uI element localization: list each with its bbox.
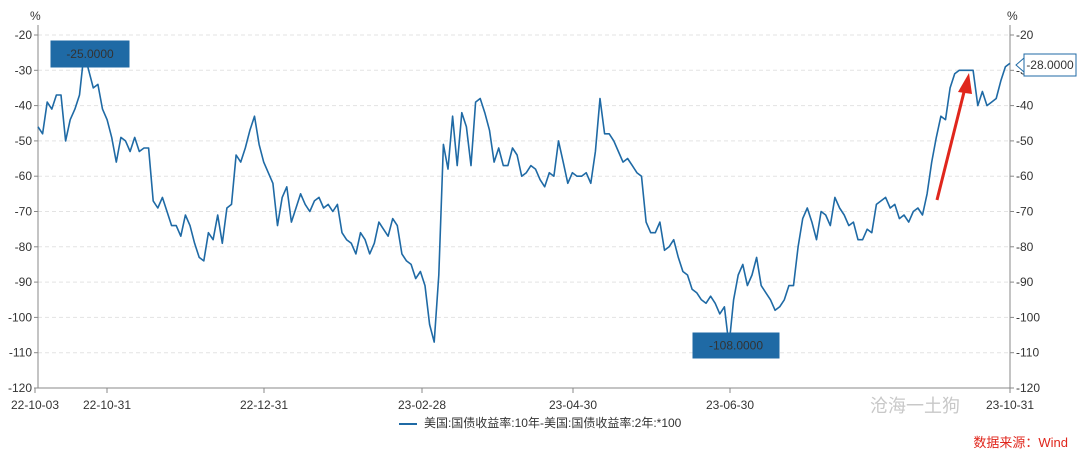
legend-line-marker [398,422,417,425]
y-tick-label-left: -80 [15,240,33,254]
x-tick-label: 23-10-31 [986,398,1034,412]
y-tick-label-left: -100 [8,310,32,324]
y-tick-label-right: -50 [1016,134,1034,148]
trough-value-label-box [692,332,780,359]
x-tick-label: 23-02-28 [398,398,446,412]
y-tick-label-right: -20 [1016,28,1034,42]
y-tick-label-right: -120 [1016,381,1040,395]
peak-value-label-box [50,40,130,68]
y-tick-label-left: -90 [15,275,33,289]
legend: 美国:国债收益率:10年-美国:国债收益率:2年:*100 [0,414,1080,431]
watermark-text: 沧海一土狗 [870,396,960,417]
legend-label: 美国:国债收益率:10年-美国:国债收益率:2年:*100 [423,416,682,430]
y-tick-label-right: -90 [1016,275,1034,289]
peak-value-label: -25.0000 [66,47,114,61]
y-axis-unit-left: % [30,9,41,23]
y-tick-label-left: -120 [8,381,32,395]
x-tick-label: 22-10-31 [83,398,131,412]
y-tick-label-right: -70 [1016,205,1034,219]
series-line [37,51,1011,347]
end-value-label-box [1023,53,1077,77]
y-tick-label-right: -80 [1016,240,1034,254]
end-value-label: -28.0000 [1026,58,1074,72]
y-tick-label-left: -60 [15,169,33,183]
y-tick-label-right: -40 [1016,99,1034,113]
x-tick-label: 23-04-30 [549,398,597,412]
source-note: 数据来源：Wind [973,435,1068,450]
trend-arrow-head [958,73,972,94]
y-tick-label-right: -60 [1016,169,1034,183]
trend-arrow-shaft [935,87,967,201]
y-tick-label-left: -40 [15,99,33,113]
y-tick-label-left: -70 [15,205,33,219]
x-tick-label: 22-10-03 [11,398,59,412]
trough-value-label: -108.0000 [709,339,763,353]
y-tick-label-left: -50 [15,134,33,148]
x-tick-label: 22-12-31 [240,398,288,412]
y-axis-unit-right: % [1007,9,1018,23]
y-tick-label-right: -100 [1016,310,1040,324]
y-tick-label-left: -20 [15,28,33,42]
x-tick-label: 23-06-30 [706,398,754,412]
y-tick-label-left: -30 [15,63,33,77]
y-tick-label-left: -110 [9,346,32,360]
y-tick-label-right: -110 [1016,346,1039,360]
